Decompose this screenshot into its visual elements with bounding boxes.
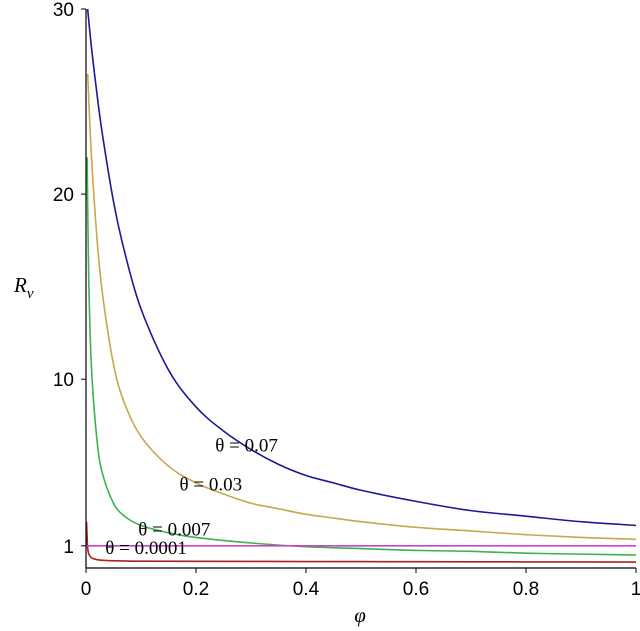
y-tick-label: 1 <box>63 537 74 558</box>
curve-annotation-0: θ = 0.07 <box>215 435 278 456</box>
series-line-1 <box>86 73 637 541</box>
curve-annotation-1: θ = 0.03 <box>180 474 243 495</box>
curve-annotation-3: θ = 0.0001 <box>105 538 187 559</box>
series-line-3 <box>85 521 637 563</box>
x-tick-label: 0.4 <box>293 579 320 600</box>
series-line-0 <box>86 8 637 527</box>
x-axis-label: φ <box>354 603 366 627</box>
x-tick-label: 0.6 <box>403 579 429 600</box>
x-tick-label: 1 <box>631 579 640 600</box>
axis-ticks: 0 0.2 0.4 0.6 0.8 1 1 10 20 30 <box>53 0 640 600</box>
y-axis-label: Rv <box>13 273 34 302</box>
y-tick-label: 10 <box>53 370 74 391</box>
y-axis-label-subscript: v <box>27 286 34 302</box>
x-tick-label: 0.8 <box>513 579 539 600</box>
chart-marks <box>85 8 637 563</box>
x-tick-label: 0 <box>81 579 92 600</box>
x-tick-label: 0.2 <box>183 579 209 600</box>
y-tick-label: 30 <box>53 0 74 21</box>
chart-axes <box>85 9 636 569</box>
y-tick-label: 20 <box>53 185 74 206</box>
series-line-2 <box>86 157 637 556</box>
curve-annotation-2: θ = 0.007 <box>138 520 210 541</box>
